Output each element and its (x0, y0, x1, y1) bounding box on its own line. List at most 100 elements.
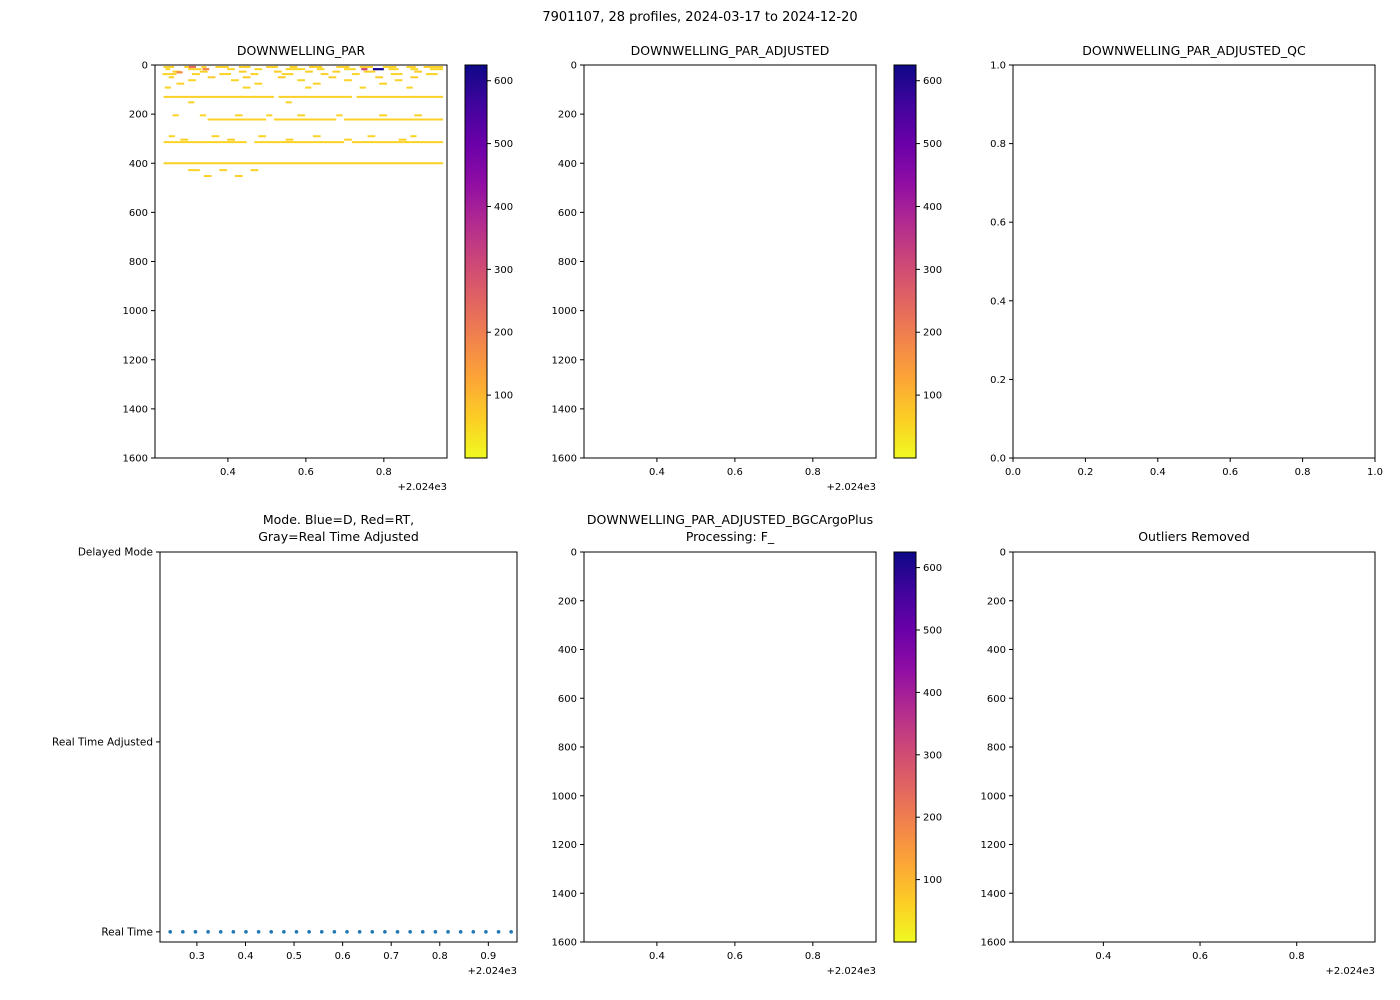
x-tick-label: 1.0 (1367, 467, 1383, 478)
mode-dot (433, 930, 438, 934)
y-tick-label: 1600 (981, 938, 1006, 949)
y-tick-label: 600 (987, 694, 1006, 705)
colorbar-tick-label: 300 (923, 265, 942, 276)
axes-frame (154, 64, 448, 459)
y-tick-label: 1600 (123, 454, 148, 465)
x-offset-label: +2.024e3 (826, 966, 876, 977)
panel-title-downwelling-par: DOWNWELLING_PAR (236, 43, 366, 58)
y-tick-label: 1400 (552, 404, 577, 415)
y-tick-label: 800 (987, 743, 1006, 754)
x-tick-label: 0.6 (335, 951, 351, 962)
panel-title-mode-line2: Gray=Real Time Adjusted (258, 529, 419, 544)
x-tick-label: 0.4 (1150, 467, 1166, 478)
panel-title-downwelling-par-adjusted-qc: DOWNWELLING_PAR_ADJUSTED_QC (1082, 43, 1306, 58)
colorbar-tick-label: 300 (494, 265, 513, 276)
y-tick-label: 200 (558, 110, 577, 121)
panel-downwelling_par_adjusted: 0.4 0.6 0.8 +2.024e3 0 200 400 600 800 1000 1200 14… (552, 61, 943, 494)
y-tick-label: 1000 (981, 791, 1006, 802)
panel-mode: 0.3 0.4 0.5 0.6 0.7 0.8 0.9 +2.024e3 Delayed Mod… (52, 547, 518, 977)
colorbar-tick-label: 600 (494, 76, 513, 87)
y-tick-label: 200 (558, 596, 577, 607)
y-tick-label: 0 (1000, 548, 1006, 559)
x-tick-label: 0.4 (649, 467, 665, 478)
y-tick-label: 1200 (123, 355, 148, 366)
y-tick-label: 600 (129, 208, 148, 219)
y-tick-label: 1400 (981, 889, 1006, 900)
x-tick-label: 0.9 (480, 951, 496, 962)
axes-frame (159, 551, 518, 943)
y-tick-label: 800 (129, 257, 148, 268)
axes-frame (583, 64, 877, 459)
x-offset-label: +2.024e3 (467, 966, 517, 977)
y-category-label: Real Time (101, 926, 153, 938)
y-tick-label: 0 (571, 61, 577, 72)
y-tick-label: 400 (558, 159, 577, 170)
y-tick-label: 1200 (552, 355, 577, 366)
mode-dot (307, 930, 311, 934)
mode-dot (458, 930, 463, 934)
colorbar (893, 551, 917, 943)
colorbar (893, 64, 917, 459)
x-tick-label: 0.6 (298, 467, 314, 478)
y-tick-label: 800 (558, 257, 577, 268)
y-tick-label: 0.6 (990, 218, 1006, 229)
mode-dot (168, 930, 172, 934)
y-tick-label: 1400 (552, 889, 577, 900)
x-tick-label: 0.0 (1005, 467, 1021, 478)
x-tick-label: 0.4 (1095, 951, 1111, 962)
panel-downwelling_par: 0.4 0.6 0.8 +2.024e3 0 200 400 600 800 1000 1200 14… (123, 61, 514, 494)
x-tick-label: 0.8 (1289, 951, 1305, 962)
x-tick-label: 0.8 (432, 951, 448, 962)
x-offset-label: +2.024e3 (826, 482, 876, 493)
figure-title: 7901107, 28 profiles, 2024-03-17 to 2024… (542, 10, 858, 25)
colorbar-tick-label: 500 (923, 626, 942, 637)
colorbar-tick-label: 400 (494, 202, 513, 213)
colorbar (464, 64, 488, 459)
mode-dot (193, 930, 198, 934)
mode-dot (496, 930, 501, 934)
mode-dot (408, 930, 412, 934)
y-tick-label: 0 (571, 548, 577, 559)
y-tick-label: 1000 (552, 306, 577, 317)
mode-dot (244, 930, 248, 934)
x-tick-label: 0.8 (1295, 467, 1311, 478)
axes-frame (1012, 551, 1376, 943)
y-tick-label: 1000 (552, 791, 577, 802)
panel-bgc_argo_plus_processing: 0.4 0.6 0.8 +2.024e3 0 200 400 600 800 1000 1200 14… (552, 548, 943, 978)
mode-dot (345, 930, 349, 934)
colorbar-tick-label: 200 (923, 813, 942, 824)
panel-title-bgcargoplus-line1: DOWNWELLING_PAR_ADJUSTED_BGCArgoPlus (586, 512, 874, 527)
panel-title-outliers-removed: Outliers Removed (1138, 529, 1250, 544)
colorbar-tick-label: 600 (923, 76, 942, 87)
x-tick-label: 0.4 (649, 951, 665, 962)
mode-dot (269, 930, 274, 934)
colorbar-tick-label: 400 (923, 688, 942, 699)
x-tick-label: 0.6 (1192, 951, 1208, 962)
mode-dot (218, 930, 223, 934)
y-tick-label: 1200 (552, 840, 577, 851)
panel-title-mode: Mode. Blue=D, Red=RT, Gray=Real Time Adj… (160, 511, 517, 545)
y-tick-label: 0.2 (990, 375, 1006, 386)
mode-dot (383, 930, 387, 934)
colorbar-tick-label: 500 (923, 139, 942, 150)
mode-dot (370, 930, 375, 934)
x-tick-label: 0.2 (1077, 467, 1093, 478)
y-tick-label: 1000 (123, 306, 148, 317)
x-tick-label: 0.6 (727, 467, 743, 478)
y-tick-label: 600 (558, 208, 577, 219)
y-tick-label: 1600 (552, 938, 577, 949)
y-tick-label: 600 (558, 694, 577, 705)
y-tick-label: 1600 (552, 454, 577, 465)
colorbar-tick-label: 500 (494, 139, 513, 150)
y-tick-label: 200 (987, 596, 1006, 607)
axes-frame (583, 551, 877, 943)
panel-title-mode-line1: Mode. Blue=D, Red=RT, (262, 512, 415, 527)
colorbar-tick-label: 300 (923, 750, 942, 761)
mode-dot (471, 930, 476, 934)
x-tick-label: 0.8 (805, 951, 821, 962)
y-category-label: Delayed Mode (78, 547, 153, 559)
x-tick-label: 0.4 (220, 467, 236, 478)
y-tick-label: 1200 (981, 840, 1006, 851)
x-offset-label: +2.024e3 (397, 482, 447, 493)
